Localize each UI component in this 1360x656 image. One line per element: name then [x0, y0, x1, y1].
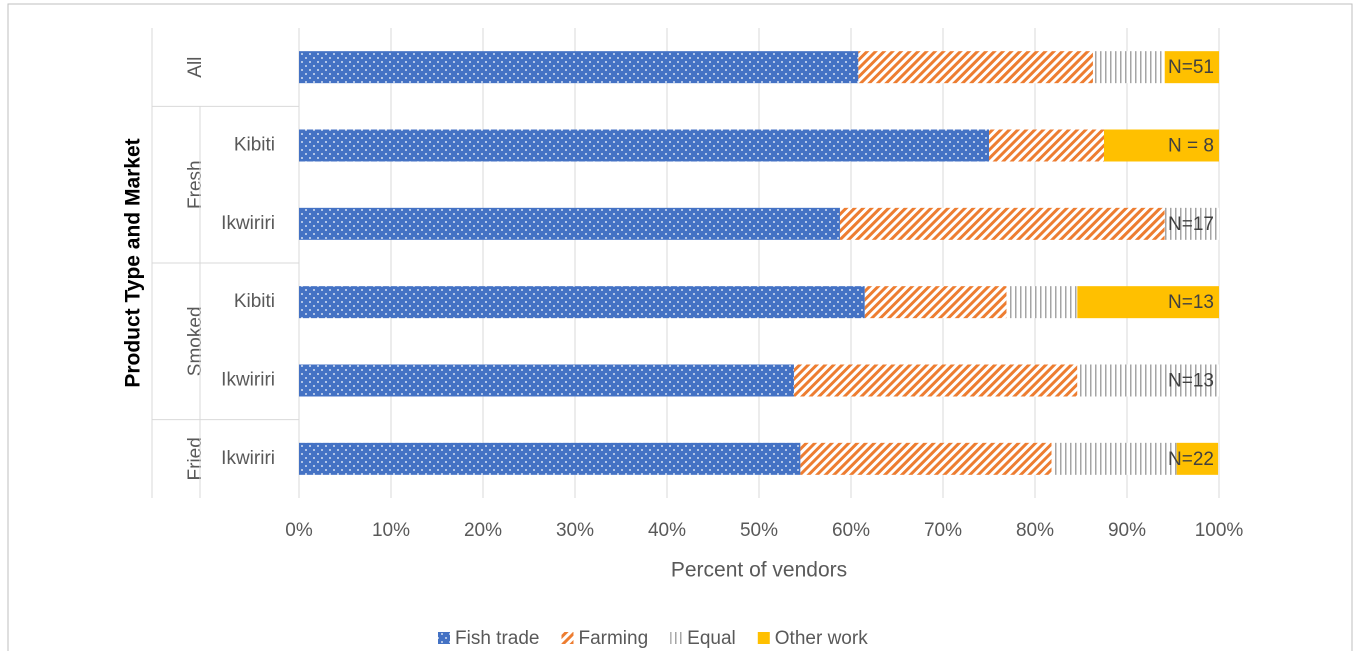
x-tick-label: 10% — [372, 520, 410, 541]
x-tick-label: 90% — [1108, 520, 1146, 541]
bar-segment — [1006, 286, 1078, 319]
x-tick-label: 60% — [832, 520, 870, 541]
bar-segment — [1077, 286, 1219, 319]
bar-segment — [858, 51, 1093, 84]
bar-label: N=22 — [1168, 449, 1214, 470]
legend-swatch — [561, 632, 574, 644]
bar-segment — [1092, 51, 1165, 84]
bar-segment — [299, 207, 840, 240]
x-tick-label: 50% — [740, 520, 778, 541]
y-axis-label: Product Type and Market — [122, 138, 145, 387]
chart-frame — [7, 3, 1353, 656]
bar-label: N=51 — [1168, 57, 1214, 78]
x-tick-label: 0% — [285, 520, 313, 541]
bar-segment — [1176, 442, 1219, 475]
group-label: Fried — [185, 437, 206, 480]
bar-segment — [1077, 364, 1219, 397]
bar-segment — [839, 207, 1165, 240]
y-tick-label: Kibiti — [234, 135, 275, 156]
group-label: Smoked — [185, 306, 206, 376]
bar-segment — [299, 286, 865, 319]
bar-segment — [1164, 51, 1219, 84]
legend-swatch — [438, 632, 450, 644]
bar-segment — [299, 129, 989, 162]
y-tick-label: Ikwiriri — [221, 448, 275, 469]
y-tick-label: Ikwiriri — [221, 370, 275, 391]
legend-swatch — [757, 632, 770, 644]
bar-label: N=13 — [1168, 292, 1214, 313]
y-tick-label: Kibiti — [234, 291, 275, 312]
x-tick-label: 70% — [924, 520, 962, 541]
legend-swatch — [670, 632, 683, 644]
bar-segment — [1164, 207, 1219, 240]
bar-segment — [1104, 129, 1219, 162]
bar-label: N=13 — [1168, 371, 1214, 392]
bar-segment — [793, 364, 1078, 397]
bar-segment — [299, 442, 801, 475]
bar-segment — [299, 364, 794, 397]
bar-segment — [864, 286, 1007, 319]
x-tick-label: 40% — [648, 520, 686, 541]
x-tick-label: 100% — [1195, 520, 1244, 541]
bar-segment — [1051, 442, 1177, 475]
group-label: All — [185, 57, 206, 78]
legend-label: Farming — [578, 628, 648, 649]
x-tick-label: 20% — [464, 520, 502, 541]
bar-segment — [989, 129, 1104, 162]
y-tick-label: Ikwiriri — [221, 213, 275, 234]
bar-label: N=17 — [1168, 214, 1214, 235]
bar-segment — [299, 51, 859, 84]
legend-label: Fish trade — [455, 628, 539, 649]
x-axis-label: Percent of vendors — [671, 559, 847, 582]
x-tick-label: 80% — [1016, 520, 1054, 541]
bar-segment — [800, 442, 1052, 475]
x-tick-label: 30% — [556, 520, 594, 541]
legend-label: Other work — [775, 628, 868, 649]
group-label: Fresh — [185, 160, 206, 209]
bar-label: N = 8 — [1168, 136, 1214, 157]
legend-label: Equal — [687, 628, 736, 649]
